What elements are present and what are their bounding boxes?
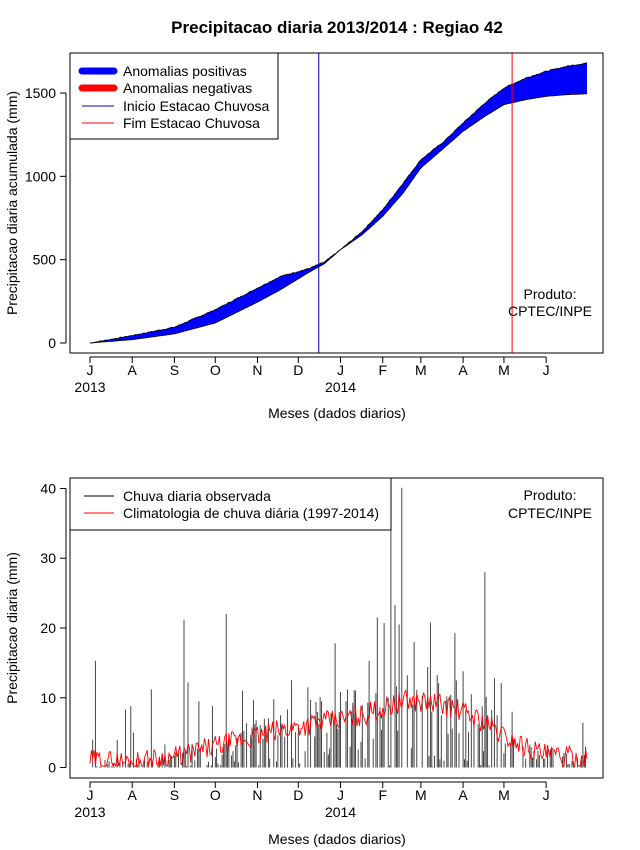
x-tick-label: O [210,362,221,378]
x-year-label: 2013 [74,804,105,820]
x-tick-label: A [128,787,138,803]
x-tick-label: N [252,787,262,803]
chart-title: Precipitacao diaria 2013/2014 : Regiao 4… [171,18,503,37]
x-tick-label: A [458,362,468,378]
top-curves [89,62,588,344]
legend-label-positive: Anomalias positivas [123,63,247,79]
top-plot-frame [69,52,604,354]
x-tick-label: J [543,787,550,803]
x-tick-label: S [170,362,179,378]
bottom-annotation-line1: Produto: [524,487,577,503]
legend-label-observed: Chuva diaria observada [123,488,271,504]
x-tick-label: J [337,787,344,803]
y-tick-label: 30 [40,550,56,566]
y-tick-label: 1000 [25,168,56,184]
x-tick-label: J [87,787,94,803]
x-tick-label: A [128,362,138,378]
legend-label-season-end: Fim Estacao Chuvosa [123,115,260,131]
bottom-x-axis-title: Meses (dados diarios) [268,831,406,847]
bottom-annotation-line2: CPTEC/INPE [508,505,592,521]
climatology-daily-line [89,689,588,768]
x-tick-label: D [293,787,303,803]
bottom-y-axis: 0 10 20 30 40 [40,480,67,776]
top-season-lines [318,53,513,353]
climatology-line [89,689,588,768]
x-tick-label: N [252,362,262,378]
x-tick-label: F [378,362,387,378]
x-tick-label: S [170,787,179,803]
x-tick-label: M [415,787,427,803]
x-tick-label: J [337,362,344,378]
legend-label-season-start: Inicio Estacao Chuvosa [123,98,270,114]
bottom-y-axis-title: Precipitacao diaria (mm) [4,552,20,704]
x-tick-label: M [498,362,510,378]
x-year-label: 2013 [74,379,105,395]
y-tick-label: 40 [40,480,56,496]
top-x-axis-title: Meses (dados diarios) [268,405,406,421]
x-year-label: 2014 [325,804,356,820]
y-tick-label: 0 [48,335,56,351]
x-tick-label: A [458,787,468,803]
x-tick-label: J [87,362,94,378]
y-tick-label: 500 [33,252,57,268]
x-tick-label: D [293,362,303,378]
x-tick-label: O [210,787,221,803]
y-tick-label: 20 [40,620,56,636]
x-year-label: 2014 [325,379,356,395]
top-y-axis: 0 500 1000 1500 [25,85,67,351]
x-tick-label: F [378,787,387,803]
top-chart: Precipitacao diaria 2013/2014 : Regiao 4… [4,18,604,421]
y-tick-label: 0 [48,760,56,776]
top-y-axis-title: Precipitacao diaria acumulada (mm) [4,91,20,315]
climatology-accumulated-line [89,93,588,344]
top-annotation-line1: Produto: [524,286,577,302]
positive-anomaly-area [337,62,587,252]
y-tick-label: 10 [40,690,56,706]
x-tick-label: M [498,787,510,803]
top-legend-box [69,52,279,140]
x-tick-label: M [415,362,427,378]
legend-label-negative: Anomalias negativas [123,80,252,96]
legend-label-climatology: Climatologia de chuva diária (1997-2014) [123,505,379,521]
x-tick-label: J [543,362,550,378]
bottom-legend: Chuva diaria observada Climatologia de c… [69,477,392,531]
top-annotation-line2: CPTEC/INPE [508,303,592,319]
positive-anomaly-area [94,253,337,343]
bottom-legend-box [69,477,392,531]
top-legend: Anomalias positivas Anomalias negativas … [69,52,279,140]
y-tick-label: 1500 [25,85,56,101]
